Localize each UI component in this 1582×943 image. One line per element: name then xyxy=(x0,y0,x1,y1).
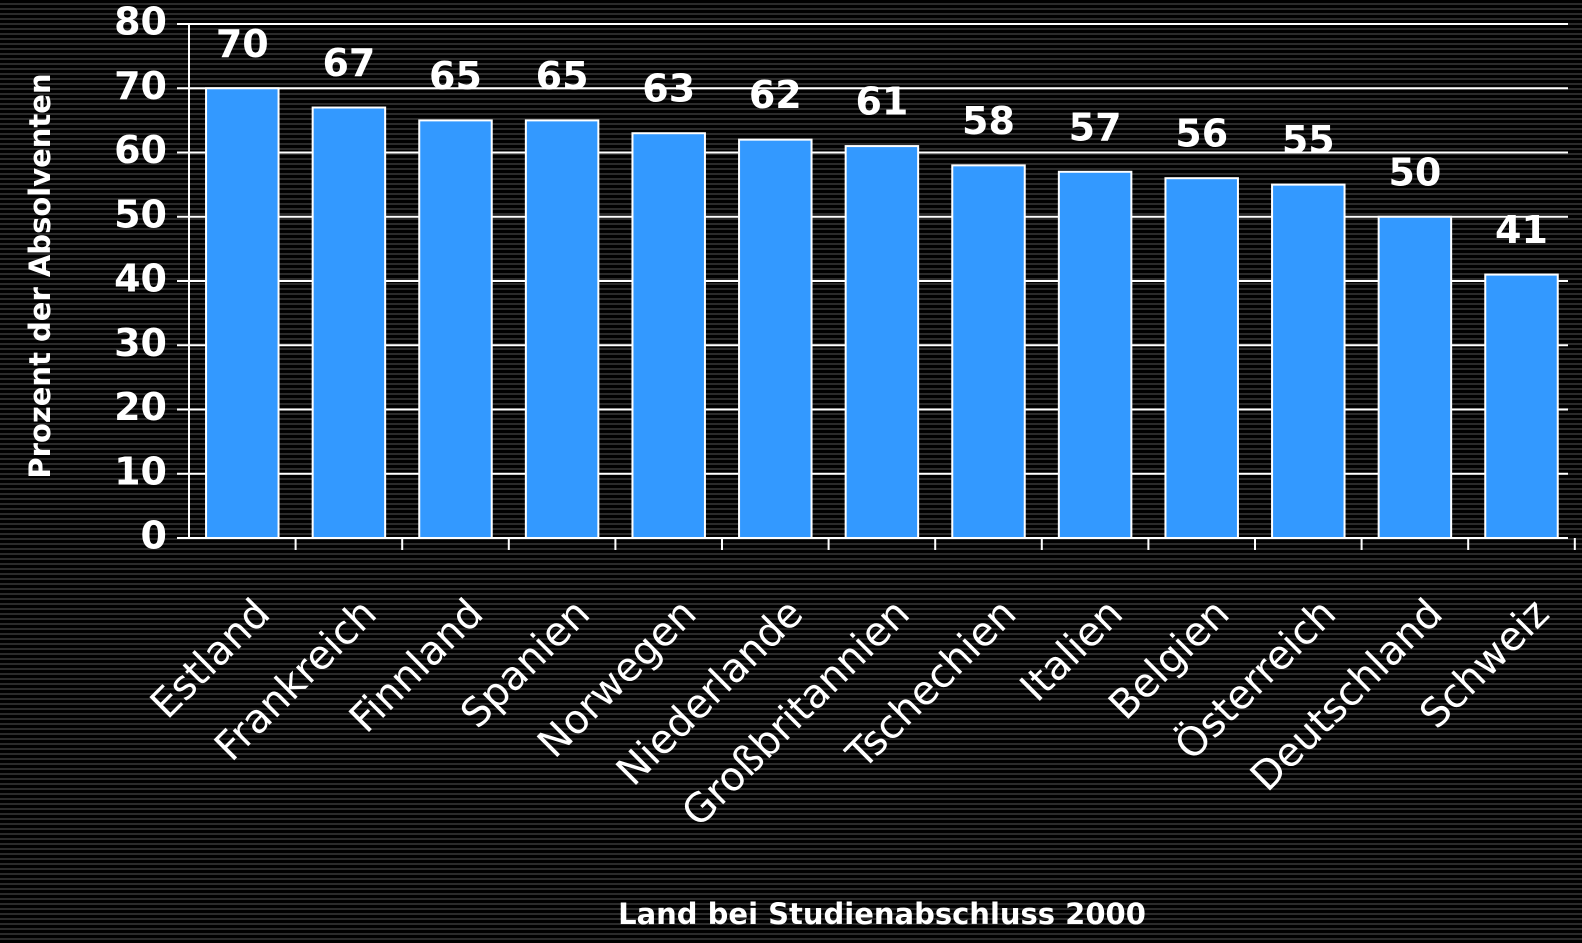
data-label: 61 xyxy=(855,80,908,124)
bar xyxy=(418,119,493,539)
y-tick-label: 60 xyxy=(114,128,167,172)
data-label: 67 xyxy=(322,41,375,85)
bar xyxy=(1271,183,1346,539)
bar xyxy=(844,145,920,539)
data-label: 62 xyxy=(749,73,802,117)
y-tick-label: 70 xyxy=(114,64,167,108)
data-label: 50 xyxy=(1388,150,1441,194)
data-label: 65 xyxy=(536,54,589,98)
bar xyxy=(1377,215,1453,539)
data-label: 55 xyxy=(1282,118,1335,162)
bar xyxy=(1164,177,1239,539)
y-tick-label: 30 xyxy=(114,321,167,365)
data-label: 65 xyxy=(429,54,482,98)
bar xyxy=(311,106,387,540)
bar xyxy=(524,119,600,539)
x-tick-label: Niederlande xyxy=(608,590,812,794)
y-tick-label: 80 xyxy=(114,0,167,44)
bar xyxy=(1057,170,1133,539)
data-label: 41 xyxy=(1495,208,1548,252)
bar xyxy=(205,87,280,539)
bar xyxy=(631,132,706,539)
y-tick-label: 10 xyxy=(114,449,167,493)
y-tick-label: 0 xyxy=(141,514,167,558)
data-label: 58 xyxy=(962,99,1015,143)
bar xyxy=(1484,273,1559,539)
data-label: 63 xyxy=(642,67,695,111)
data-label: 57 xyxy=(1069,105,1122,149)
bar xyxy=(738,138,813,539)
y-axis-title: Prozent der Absolventen xyxy=(23,73,57,478)
y-tick-label: 40 xyxy=(114,257,167,301)
y-tick-label: 50 xyxy=(114,192,167,236)
bar xyxy=(951,164,1026,539)
data-label: 70 xyxy=(216,22,269,66)
x-axis-title: Land bei Studienabschluss 2000 xyxy=(618,897,1146,931)
y-tick-label: 20 xyxy=(114,385,167,429)
data-label: 56 xyxy=(1175,112,1228,156)
